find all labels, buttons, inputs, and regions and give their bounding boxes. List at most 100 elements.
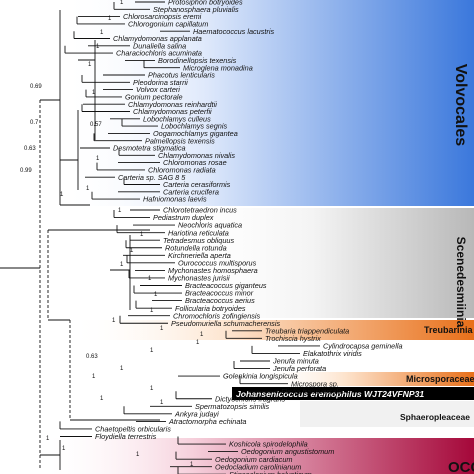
taxon-label: Follicularia botryoides xyxy=(175,304,246,313)
support-value: 1 xyxy=(120,262,124,268)
support-value: 0.99 xyxy=(20,168,32,174)
support-value: 1 xyxy=(112,318,116,324)
taxon-label: Floydiella terrestris xyxy=(95,432,157,441)
support-value: 1 xyxy=(118,208,122,214)
clade-band-scenedesmiinia xyxy=(150,208,474,318)
support-value: 1 xyxy=(60,192,64,198)
support-value: 1 xyxy=(120,366,124,372)
taxon-label: Chlamydomonas reinhardtii xyxy=(128,100,217,109)
taxon-label: Carteria crucifera xyxy=(163,187,219,196)
taxon-label: Hafniomonas laevis xyxy=(143,195,207,204)
support-value: 1 xyxy=(150,308,154,314)
clade-label-scenedesmiinia: Scenedesmiinia xyxy=(454,237,468,328)
support-value: 1 xyxy=(96,44,100,50)
support-value: 1 xyxy=(108,16,112,22)
support-value: 1 xyxy=(160,400,164,406)
taxon-label: Volvox carteri xyxy=(136,85,180,94)
taxon-label: Oogamochlamys gigantea xyxy=(153,129,238,138)
taxon-label: Chlamydomonas nivalis xyxy=(158,151,235,160)
support-value: 1 xyxy=(62,446,66,452)
support-value: 1 xyxy=(160,326,164,332)
johansenicoccus-label: Johansenicoccus eremophilus WJT24VFNP31 xyxy=(236,389,424,399)
taxon-label: Mychonastes homosphaera xyxy=(168,266,258,275)
taxon-label: Chloromonas rosae xyxy=(163,158,227,167)
support-value: 1 xyxy=(148,276,152,282)
clade-label-occ: OCC xyxy=(448,459,474,474)
support-value: 1 xyxy=(100,396,104,402)
taxon-label: Neochloris aquatica xyxy=(178,221,242,230)
clade-label-sphaeropleaceae: Sphaeropleaceae xyxy=(400,412,470,422)
support-value: 1 xyxy=(154,292,158,298)
support-value: 1 xyxy=(46,436,50,442)
support-value: 1 xyxy=(196,340,200,346)
taxon-label: Kirchneriella aperta xyxy=(168,251,231,260)
taxon-label: Chromochloris zofingiensis xyxy=(173,311,261,320)
support-value: 0.63 xyxy=(86,354,98,360)
taxon-label: Stigeoclonium helveticum xyxy=(229,470,312,474)
support-value: 1 xyxy=(130,248,134,254)
clade-band-microsporaceae xyxy=(260,372,474,386)
taxon-label: Oedocladium carolinianum xyxy=(215,462,301,471)
support-value: 1 xyxy=(96,156,100,162)
taxon-label: Mychonastes jurisii xyxy=(168,274,230,283)
taxon-label: Tetradesmus obliquus xyxy=(163,236,234,245)
taxon-label: Golenkinia longispicula xyxy=(223,372,298,381)
support-value: 0.63 xyxy=(24,146,36,152)
taxon-label: Haematococcus lacustris xyxy=(193,27,274,36)
support-value: 1 xyxy=(100,30,104,36)
taxon-label: Jenufa perforata xyxy=(272,364,326,373)
johansenicoccus-bar xyxy=(232,387,474,400)
taxon-label: Gonium pectorale xyxy=(125,93,183,102)
taxon-label: Bracteacoccus aerius xyxy=(185,296,255,305)
clade-label-treubarinia: Treubarinia xyxy=(424,325,474,335)
taxon-label: Rotundella rotunda xyxy=(165,243,227,252)
clade-band-volvocales xyxy=(60,0,474,206)
support-value: 1 xyxy=(92,374,96,380)
taxon-label: Chlorotetraedron incus xyxy=(163,206,237,215)
taxon-label: Oedogonium cardiacum xyxy=(215,455,292,464)
support-value: 1 xyxy=(88,62,92,68)
taxon-label: Ourococcus multisporus xyxy=(178,258,257,267)
tree-branches xyxy=(0,1,320,474)
taxon-label: Chlorosarcinopsis eremi xyxy=(123,12,202,21)
taxon-label: Phacotus lenticularis xyxy=(148,71,215,80)
support-value: 1 xyxy=(86,186,90,192)
taxon-label: Oedogonium angustistomum xyxy=(241,447,334,456)
taxon-label: Carteria sp. SAG 8 5 xyxy=(118,173,186,182)
taxon-label: Koshicola spirodelophila xyxy=(229,440,308,449)
clade-label-microsporaceae: Microsporaceae xyxy=(406,374,474,384)
taxon-label: Characiochloris acuminata xyxy=(116,49,202,58)
support-value: 1 xyxy=(200,332,204,338)
support-value: 1 xyxy=(150,386,154,392)
clade-band-sphaeropleaceae xyxy=(300,401,474,427)
clade-band-occ xyxy=(40,438,474,474)
taxon-label: Chlamydomonas peterfii xyxy=(133,107,212,116)
taxon-label: Microspora sp. xyxy=(291,379,339,388)
taxon-label: Jenufa minuta xyxy=(272,357,319,366)
taxon-label: Chloromonas radiata xyxy=(148,166,216,175)
taxon-label: Stephanosphaera pluvialis xyxy=(153,5,239,14)
taxon-label: Elakatothrix viridis xyxy=(303,349,362,358)
taxon-label: Desmotetra stigmatica xyxy=(113,144,186,153)
support-value: 1 xyxy=(190,462,194,468)
support-value: 1 xyxy=(140,232,144,238)
taxon-label: Treubaria triappendiculata xyxy=(265,326,349,335)
support-value: 0.69 xyxy=(30,84,42,90)
taxon-label: Bracteacoccus giganteus xyxy=(185,281,267,290)
taxon-label: Flintia transversalis xyxy=(281,387,344,396)
taxon-label: Microglena monadina xyxy=(183,63,253,72)
support-value: 1 xyxy=(136,452,140,458)
taxon-label: Chlamydomonas applanata xyxy=(113,34,202,43)
taxon-label: Dictyochloris fragrans xyxy=(215,394,286,403)
support-value: 0.57 xyxy=(90,122,102,128)
taxon-label: Trochiscia hystrix xyxy=(265,334,321,343)
taxon-label: Lobochlamys culleus xyxy=(143,114,211,123)
taxon-label: Hariotina reticulata xyxy=(168,228,229,237)
support-values: 1 1 1 1 1 0.69 1 0.7 0.57 1 0.63 0.99 1 1 1 1 1 1 1 1 1 1 1 1 1 1… xyxy=(20,0,204,468)
taxon-label: Protosiphon botryoides xyxy=(168,0,243,7)
taxon-label: Chlorogonium capillatum xyxy=(128,20,208,29)
support-value: 1 xyxy=(92,90,96,96)
taxon-label: Chaetopeltis orbicularis xyxy=(95,425,171,434)
taxon-label: Carteria cerasiformis xyxy=(163,180,231,189)
